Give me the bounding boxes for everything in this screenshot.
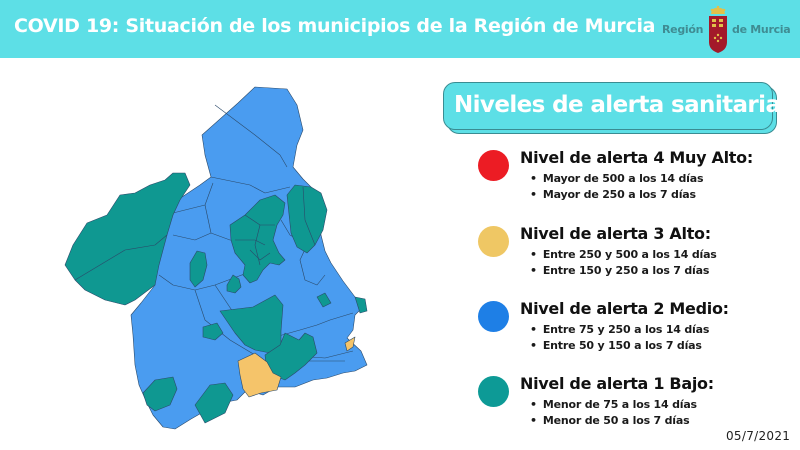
level-title: Nivel de alerta 2 Medio:: [520, 299, 729, 318]
map-region-central-cluster: [229, 194, 286, 284]
level-title: Nivel de alerta 3 Alto:: [520, 224, 711, 243]
blue-dot-icon: [478, 301, 509, 332]
map-region-abanilla: [286, 184, 328, 254]
logo-text-right: de Murcia: [732, 23, 791, 36]
map-region-moratalla: [64, 172, 191, 306]
level-criteria: Menor de 75 a los 14 días Menor de 50 a …: [530, 397, 697, 429]
red-dot-icon: [478, 150, 509, 181]
level-title: Nivel de alerta 4 Muy Alto:: [520, 148, 753, 167]
legend-title-box: Niveles de alerta sanitaria:: [443, 82, 790, 134]
map-region-mazarron: [264, 332, 318, 381]
logo-text-left: Región: [662, 23, 704, 36]
map-region-lorca-alto: [237, 352, 282, 398]
date-label: 05/7/2021: [726, 429, 791, 443]
level-criteria: Entre 75 y 250 a los 14 días Entre 50 y …: [530, 322, 710, 354]
page-title: COVID 19: Situación de los municipios de…: [14, 15, 656, 37]
header-banner: COVID 19: Situación de los municipios de…: [0, 0, 800, 58]
criteria-item: Menor de 75 a los 14 días: [530, 397, 697, 413]
murcia-municipalities-map: [64, 86, 368, 430]
legend-title: Niveles de alerta sanitaria:: [454, 92, 790, 118]
map-region-sanjavier-alto: [344, 336, 356, 352]
criteria-item: Mayor de 250 a los 7 días: [530, 187, 703, 203]
level-criteria: Entre 250 y 500 a los 14 días Entre 150 …: [530, 247, 717, 279]
yellow-dot-icon: [478, 226, 509, 257]
region-murcia-logo: Región de Murcia: [662, 4, 794, 54]
criteria-item: Entre 250 y 500 a los 14 días: [530, 247, 717, 263]
level-criteria: Mayor de 500 a los 14 días Mayor de 250 …: [530, 171, 704, 203]
map-region-bullas: [189, 250, 208, 288]
murcia-coat-of-arms-icon: [709, 5, 727, 53]
criteria-item: Menor de 50 a los 7 días: [530, 413, 697, 429]
criteria-item: Entre 150 y 250 a los 7 días: [530, 263, 717, 279]
map-region-albudeite: [226, 274, 242, 294]
criteria-item: Entre 50 y 150 a los 7 días: [530, 338, 709, 354]
legend-title-front: Niveles de alerta sanitaria:: [443, 82, 790, 130]
level-title: Nivel de alerta 1 Bajo:: [520, 374, 714, 393]
criteria-item: Entre 75 y 250 a los 14 días: [530, 322, 710, 338]
teal-dot-icon: [478, 376, 509, 407]
criteria-item: Mayor de 500 a los 14 días: [530, 171, 704, 187]
